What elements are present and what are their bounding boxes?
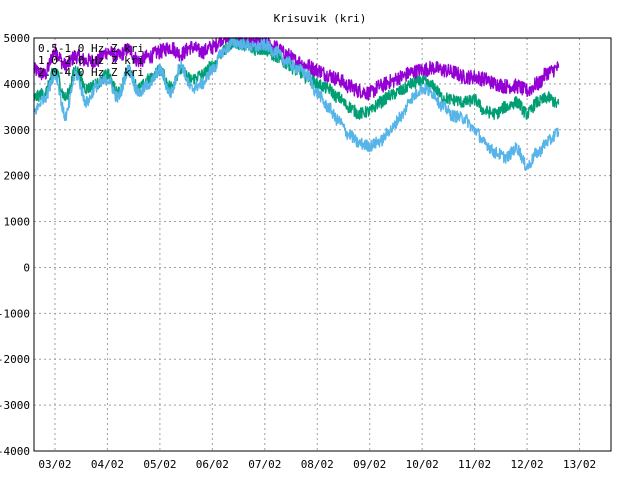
y-tick-label: 3000	[4, 124, 31, 137]
x-tick-label: 06/02	[196, 458, 229, 471]
y-tick-label: 2000	[4, 170, 31, 183]
y-tick-label: 4000	[4, 78, 31, 91]
series-line-3	[33, 37, 560, 172]
x-tick-label: 04/02	[91, 458, 124, 471]
legend: 0.5-1.0 Hz Z kri 1.0-2.0 Hz Z kri 2.0-4.…	[38, 42, 144, 79]
legend-entry-1: 0.5-1.0 Hz Z kri	[38, 42, 144, 55]
y-tick-label: -4000	[0, 445, 30, 458]
x-tick-label: 11/02	[458, 458, 491, 471]
x-tick-label: 09/02	[353, 458, 386, 471]
x-tick-label: 07/02	[248, 458, 281, 471]
x-tick-label: 08/02	[301, 458, 334, 471]
y-tick-label: 1000	[4, 216, 31, 229]
plot-frame	[33, 37, 612, 452]
y-tick-labels: -4000 -3000 -2000 -1000 0 1000 2000 3000 4000 500…	[0, 32, 30, 458]
x-tick-labels: 03/02 04/02 05/02 06/02 07/02 08/02 09/02 10/02…	[38, 458, 596, 471]
grid	[34, 38, 611, 451]
legend-entry-2: 1.0-2.0 Hz Z kri	[38, 54, 144, 67]
chart-title: Krisuvik (kri)	[274, 12, 367, 25]
y-tick-label: -2000	[0, 353, 30, 366]
x-tick-label: 12/02	[511, 458, 544, 471]
y-tick-label: -1000	[0, 307, 30, 320]
legend-entry-3: 2.0-4.0 Hz Z kri	[38, 66, 144, 79]
x-tick-label: 10/02	[406, 458, 439, 471]
x-tick-label: 03/02	[38, 458, 71, 471]
y-tick-label: -3000	[0, 399, 30, 412]
y-tick-label: 5000	[4, 32, 31, 45]
y-tick-label: 0	[23, 261, 30, 274]
x-tick-label: 13/02	[563, 458, 596, 471]
x-tick-label: 05/02	[143, 458, 176, 471]
series-group	[33, 37, 560, 172]
